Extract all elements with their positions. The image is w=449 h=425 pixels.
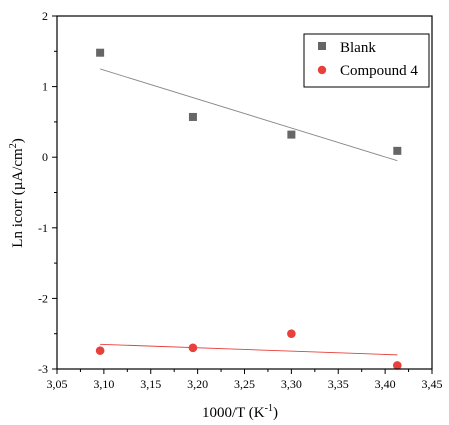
data-point-compound-4 (393, 361, 402, 370)
y-tick-label: -3 (38, 362, 48, 376)
x-tick-label: 3,25 (234, 377, 255, 391)
data-point-compound-4 (95, 346, 105, 355)
data-point-blank (393, 146, 402, 155)
data-point-blank (188, 112, 197, 121)
legend-label-compound-4: Compound 4 (340, 63, 418, 79)
y-tick-label: -2 (38, 291, 48, 305)
x-tick-label: 3,05 (47, 377, 68, 391)
series-layer (95, 48, 402, 370)
y-tick-label: 0 (42, 150, 48, 164)
y-tick-label: 1 (42, 80, 48, 94)
y-tick-label: 2 (42, 9, 48, 23)
y-tick-label: -1 (38, 221, 48, 235)
x-tick-label: 3,40 (375, 377, 396, 391)
legend: Blank Compound 4 (303, 33, 430, 88)
x-tick-label: 3,30 (281, 377, 302, 391)
y-axis-title: Ln icorr (µA/cm2) (8, 138, 26, 247)
x-tick-label: 3,35 (328, 377, 349, 391)
x-tick-label: 3,15 (140, 377, 161, 391)
legend-marker-blank (318, 42, 326, 50)
data-point-compound-4 (287, 329, 296, 339)
legend-marker-compound-4 (317, 65, 327, 75)
data-point-compound-4 (188, 343, 198, 353)
ticks-layer: 3,05 3,10 3,15 3,20 3,25 3,30 3,35 3,40 3,45 -3 -2… (38, 9, 443, 391)
data-point-blank (287, 130, 296, 139)
data-point-blank (96, 48, 105, 57)
x-tick-label: 3,20 (187, 377, 208, 391)
plot-frame (56, 15, 433, 370)
fit-line-blank (99, 68, 398, 162)
x-tick-label: 3,10 (93, 377, 114, 391)
legend-label-blank: Blank (340, 40, 376, 56)
x-tick-label: 3,45 (422, 377, 443, 391)
x-axis-title: 1000/T (K-1) (202, 403, 278, 421)
fit-line-compound-4 (100, 343, 398, 356)
